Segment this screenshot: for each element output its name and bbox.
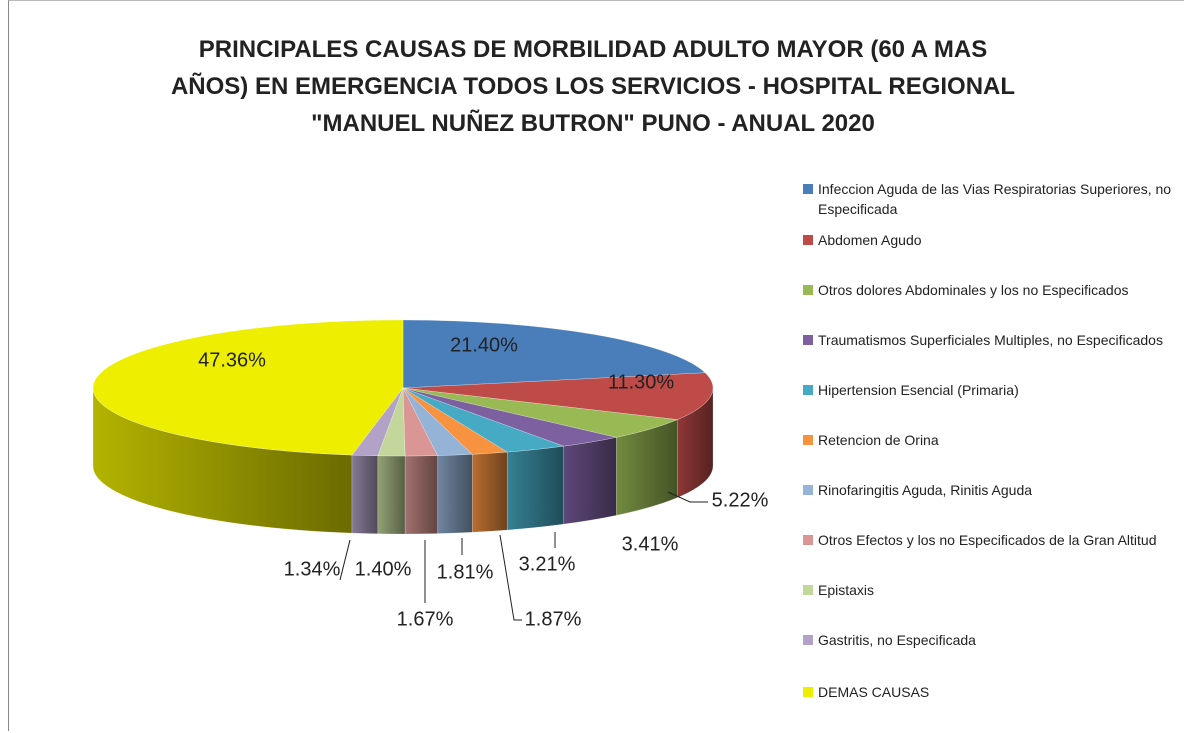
slice-side: [437, 454, 473, 534]
data-label: 1.40%: [355, 558, 412, 580]
slice-side: [506, 445, 564, 531]
slice: [402, 372, 714, 420]
frame: [8, 0, 1184, 731]
data-label: 5.22%: [712, 489, 769, 511]
data-label: 3.41%: [622, 533, 679, 555]
legend-label: Epistaxis: [818, 582, 875, 598]
data-label: 3.21%: [519, 553, 576, 575]
legend-item: Retencion de Orina: [803, 430, 1173, 450]
legend-item: Rinofaringitis Aguda, Rinitis Aguda: [803, 480, 1173, 500]
data-label: 1.81%: [437, 561, 494, 583]
legend-label: Otros dolores Abdominales y los no Espec…: [818, 282, 1129, 298]
legend-item: Hipertension Esencial (Primaria): [803, 380, 1173, 400]
legend-swatch: [803, 635, 813, 645]
legend-swatch: [803, 585, 813, 595]
chart-title: PRINCIPALES CAUSAS DE MORBILIDAD ADULTO …: [198, 36, 988, 63]
legend-swatch: [803, 385, 813, 395]
slice-side: [351, 454, 379, 535]
legend-swatch: [803, 184, 813, 194]
leader-line: [499, 534, 522, 621]
chart-title: AÑOS) EN EMERGENCIA TODOS LOS SERVICIOS …: [170, 73, 1016, 100]
legend-item: Otros dolores Abdominales y los no Espec…: [803, 280, 1173, 300]
legend-item: Traumatismos Superficiales Multiples, no…: [803, 330, 1173, 350]
legend-item: Otros Efectos y los no Especificados de …: [803, 530, 1173, 550]
legend-swatch: [803, 435, 813, 445]
legend-label: Gastritis, no Especificada: [818, 632, 976, 648]
legend-item: Infeccion Aguda de las Vias Respiratoria…: [803, 179, 1173, 219]
leader-line: [339, 539, 351, 581]
data-label: 11.30%: [608, 371, 675, 393]
legend-item: Epistaxis: [803, 580, 1173, 600]
legend-swatch: [803, 235, 813, 245]
legend-item: Gastritis, no Especificada: [803, 630, 1173, 650]
legend-swatch: [803, 687, 813, 697]
data-label: 21.40%: [450, 334, 518, 356]
legend-label: Abdomen Agudo: [818, 232, 922, 248]
slice: [92, 319, 404, 456]
slice-side: [404, 455, 438, 535]
data-label: 47.36%: [198, 349, 266, 371]
legend-label: Retencion de Orina: [818, 432, 939, 448]
slice: [402, 319, 706, 389]
leader-line: [667, 491, 708, 503]
slice-side: [563, 437, 617, 525]
legend-item: DEMAS CAUSAS: [803, 682, 1173, 702]
chart-title: "MANUEL NUÑEZ BUTRON" PUNO - ANUAL 2020: [311, 110, 875, 137]
slice-side: [377, 455, 406, 535]
data-label: 1.67%: [397, 608, 454, 630]
data-label: 1.34%: [284, 558, 341, 580]
legend-label: Otros Efectos y los no Especificados de …: [818, 532, 1157, 548]
slice-side: [471, 451, 508, 533]
slice: [402, 387, 679, 438]
legend-swatch: [803, 485, 813, 495]
legend-label: Infeccion Aguda de las Vias Respiratoria…: [818, 181, 1172, 217]
legend-swatch: [803, 535, 813, 545]
legend-label: DEMAS CAUSAS: [818, 684, 930, 700]
legend-label: Hipertension Esencial (Primaria): [818, 382, 1019, 398]
data-label: 1.87%: [525, 608, 582, 630]
legend-swatch: [803, 335, 813, 345]
legend-label: Traumatismos Superficiales Multiples, no…: [818, 332, 1163, 348]
legend-item: Abdomen Agudo: [803, 230, 1173, 250]
legend-swatch: [803, 285, 813, 295]
legend-label: Rinofaringitis Aguda, Rinitis Aguda: [818, 482, 1033, 498]
